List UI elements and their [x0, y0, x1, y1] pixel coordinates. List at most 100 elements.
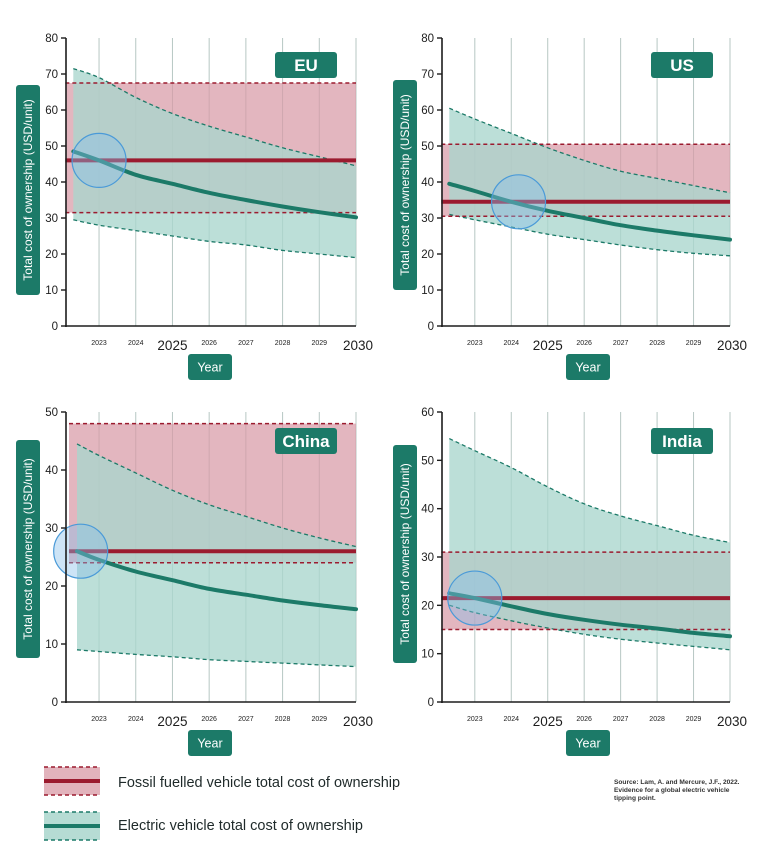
y-tick-label: 0 [52, 697, 58, 709]
y-tick-label: 20 [45, 249, 58, 261]
y-tick-label: 10 [421, 649, 434, 661]
ev-high-line [449, 438, 731, 544]
legend-fossil-label: Fossil fuelled vehicle total cost of own… [118, 775, 401, 791]
region-title: India [662, 432, 702, 451]
x-axis-label-badge [566, 730, 610, 756]
y-tick-label: 40 [45, 465, 58, 477]
y-axis-label: Total cost of ownership (USD/unit) [21, 99, 35, 280]
x-tick-label: 2023 [91, 716, 107, 723]
x-tick-label: 2025 [157, 338, 187, 353]
x-tick-label: 2026 [576, 340, 592, 347]
region-title: US [670, 56, 694, 75]
y-axis-label: Total cost of ownership (USD/unit) [21, 458, 35, 639]
crossover-highlight [447, 570, 503, 626]
y-axis-label: Total cost of ownership (USD/unit) [398, 94, 412, 275]
y-tick-label: 50 [45, 407, 58, 419]
y-tick-label: 0 [428, 321, 434, 333]
x-tick-label: 2025 [157, 714, 187, 729]
region-title-badge [651, 428, 713, 454]
x-tick-label: 2023 [467, 340, 483, 347]
y-tick-label: 30 [421, 552, 434, 564]
y-tick-label: 50 [421, 455, 434, 467]
x-tick-label: 2023 [91, 340, 107, 347]
x-tick-label: 2029 [686, 340, 702, 347]
y-tick-label: 40 [421, 177, 434, 189]
y-tick-label: 60 [45, 105, 58, 117]
x-tick-label: 2024 [128, 340, 144, 347]
x-tick-label: 2027 [613, 716, 629, 723]
y-axis-label-badge [393, 80, 417, 290]
x-tick-label: 2029 [312, 716, 328, 723]
y-tick-label: 10 [45, 285, 58, 297]
ev-low-line [73, 219, 357, 259]
y-tick-label: 70 [45, 69, 58, 81]
y-tick-label: 0 [52, 321, 58, 333]
x-tick-label: 2030 [717, 338, 747, 353]
ev-high-line [76, 443, 357, 548]
y-axis-label-badge [393, 445, 417, 663]
region-title-badge [651, 52, 713, 78]
y-tick-label: 30 [45, 523, 58, 535]
x-tick-label: 2024 [128, 716, 144, 723]
x-tick-label: 2025 [533, 714, 563, 729]
y-tick-label: 80 [45, 33, 58, 45]
legend-ev-label: Electric vehicle total cost of ownership [118, 818, 363, 834]
ev-high-line [449, 107, 731, 194]
region-title-badge [275, 52, 337, 78]
x-tick-label: 2028 [275, 716, 291, 723]
crossover-highlight [71, 132, 127, 188]
ev-band [449, 108, 730, 256]
y-axis-label-badge [16, 85, 40, 295]
x-tick-label: 2030 [717, 714, 747, 729]
y-axis-label-badge [16, 440, 40, 658]
x-tick-label: 2024 [503, 340, 519, 347]
crossover-highlight [53, 523, 109, 579]
ev-mean-line [447, 591, 732, 639]
y-tick-label: 70 [421, 69, 434, 81]
y-tick-label: 80 [421, 33, 434, 45]
x-axis-label-badge [188, 730, 232, 756]
x-axis-label: Year [575, 737, 600, 751]
x-tick-label: 2026 [576, 716, 592, 723]
x-axis-label-badge [566, 354, 610, 380]
ev-low-line [76, 649, 357, 668]
x-axis-label-badge [188, 354, 232, 380]
x-tick-label: 2025 [533, 338, 563, 353]
x-tick-label: 2029 [312, 340, 328, 347]
ev-low-line [449, 604, 731, 651]
y-tick-label: 30 [421, 213, 434, 225]
x-tick-label: 2027 [238, 716, 254, 723]
y-axis-label: Total cost of ownership (USD/unit) [398, 463, 412, 644]
x-axis-label: Year [197, 361, 222, 375]
x-tick-label: 2026 [201, 716, 217, 723]
ev-mean-line [75, 549, 358, 612]
y-tick-label: 40 [45, 177, 58, 189]
ev-band [77, 443, 356, 667]
y-tick-label: 30 [45, 213, 58, 225]
x-tick-label: 2030 [343, 714, 373, 729]
y-tick-label: 0 [428, 697, 434, 709]
x-tick-label: 2028 [275, 340, 291, 347]
y-tick-label: 50 [45, 141, 58, 153]
y-tick-label: 20 [421, 600, 434, 612]
y-tick-label: 10 [45, 639, 58, 651]
x-tick-label: 2029 [686, 716, 702, 723]
y-tick-label: 40 [421, 504, 434, 516]
x-tick-label: 2030 [343, 338, 373, 353]
y-tick-label: 10 [421, 285, 434, 297]
ev-low-line [449, 213, 731, 257]
legend-swatches [44, 766, 100, 841]
y-tick-label: 20 [45, 581, 58, 593]
x-tick-label: 2026 [201, 340, 217, 347]
x-tick-label: 2028 [649, 716, 665, 723]
y-tick-label: 60 [421, 407, 434, 419]
x-axis-label: Year [575, 361, 600, 375]
x-tick-label: 2027 [238, 340, 254, 347]
y-tick-label: 60 [421, 105, 434, 117]
y-tick-label: 50 [421, 141, 434, 153]
